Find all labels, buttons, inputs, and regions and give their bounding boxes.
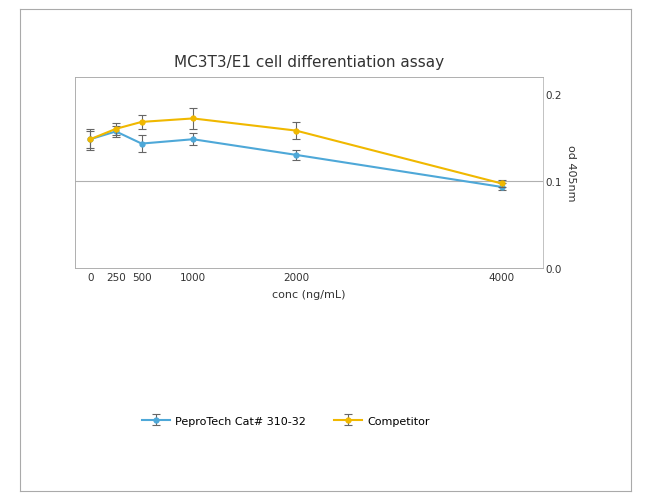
Title: MC3T3/E1 cell differentiation assay: MC3T3/E1 cell differentiation assay (174, 55, 444, 70)
Legend: PeproTech Cat# 310-32, Competitor: PeproTech Cat# 310-32, Competitor (138, 411, 434, 430)
Y-axis label: od 405nm: od 405nm (566, 145, 576, 201)
X-axis label: conc (ng/mL): conc (ng/mL) (272, 289, 346, 299)
